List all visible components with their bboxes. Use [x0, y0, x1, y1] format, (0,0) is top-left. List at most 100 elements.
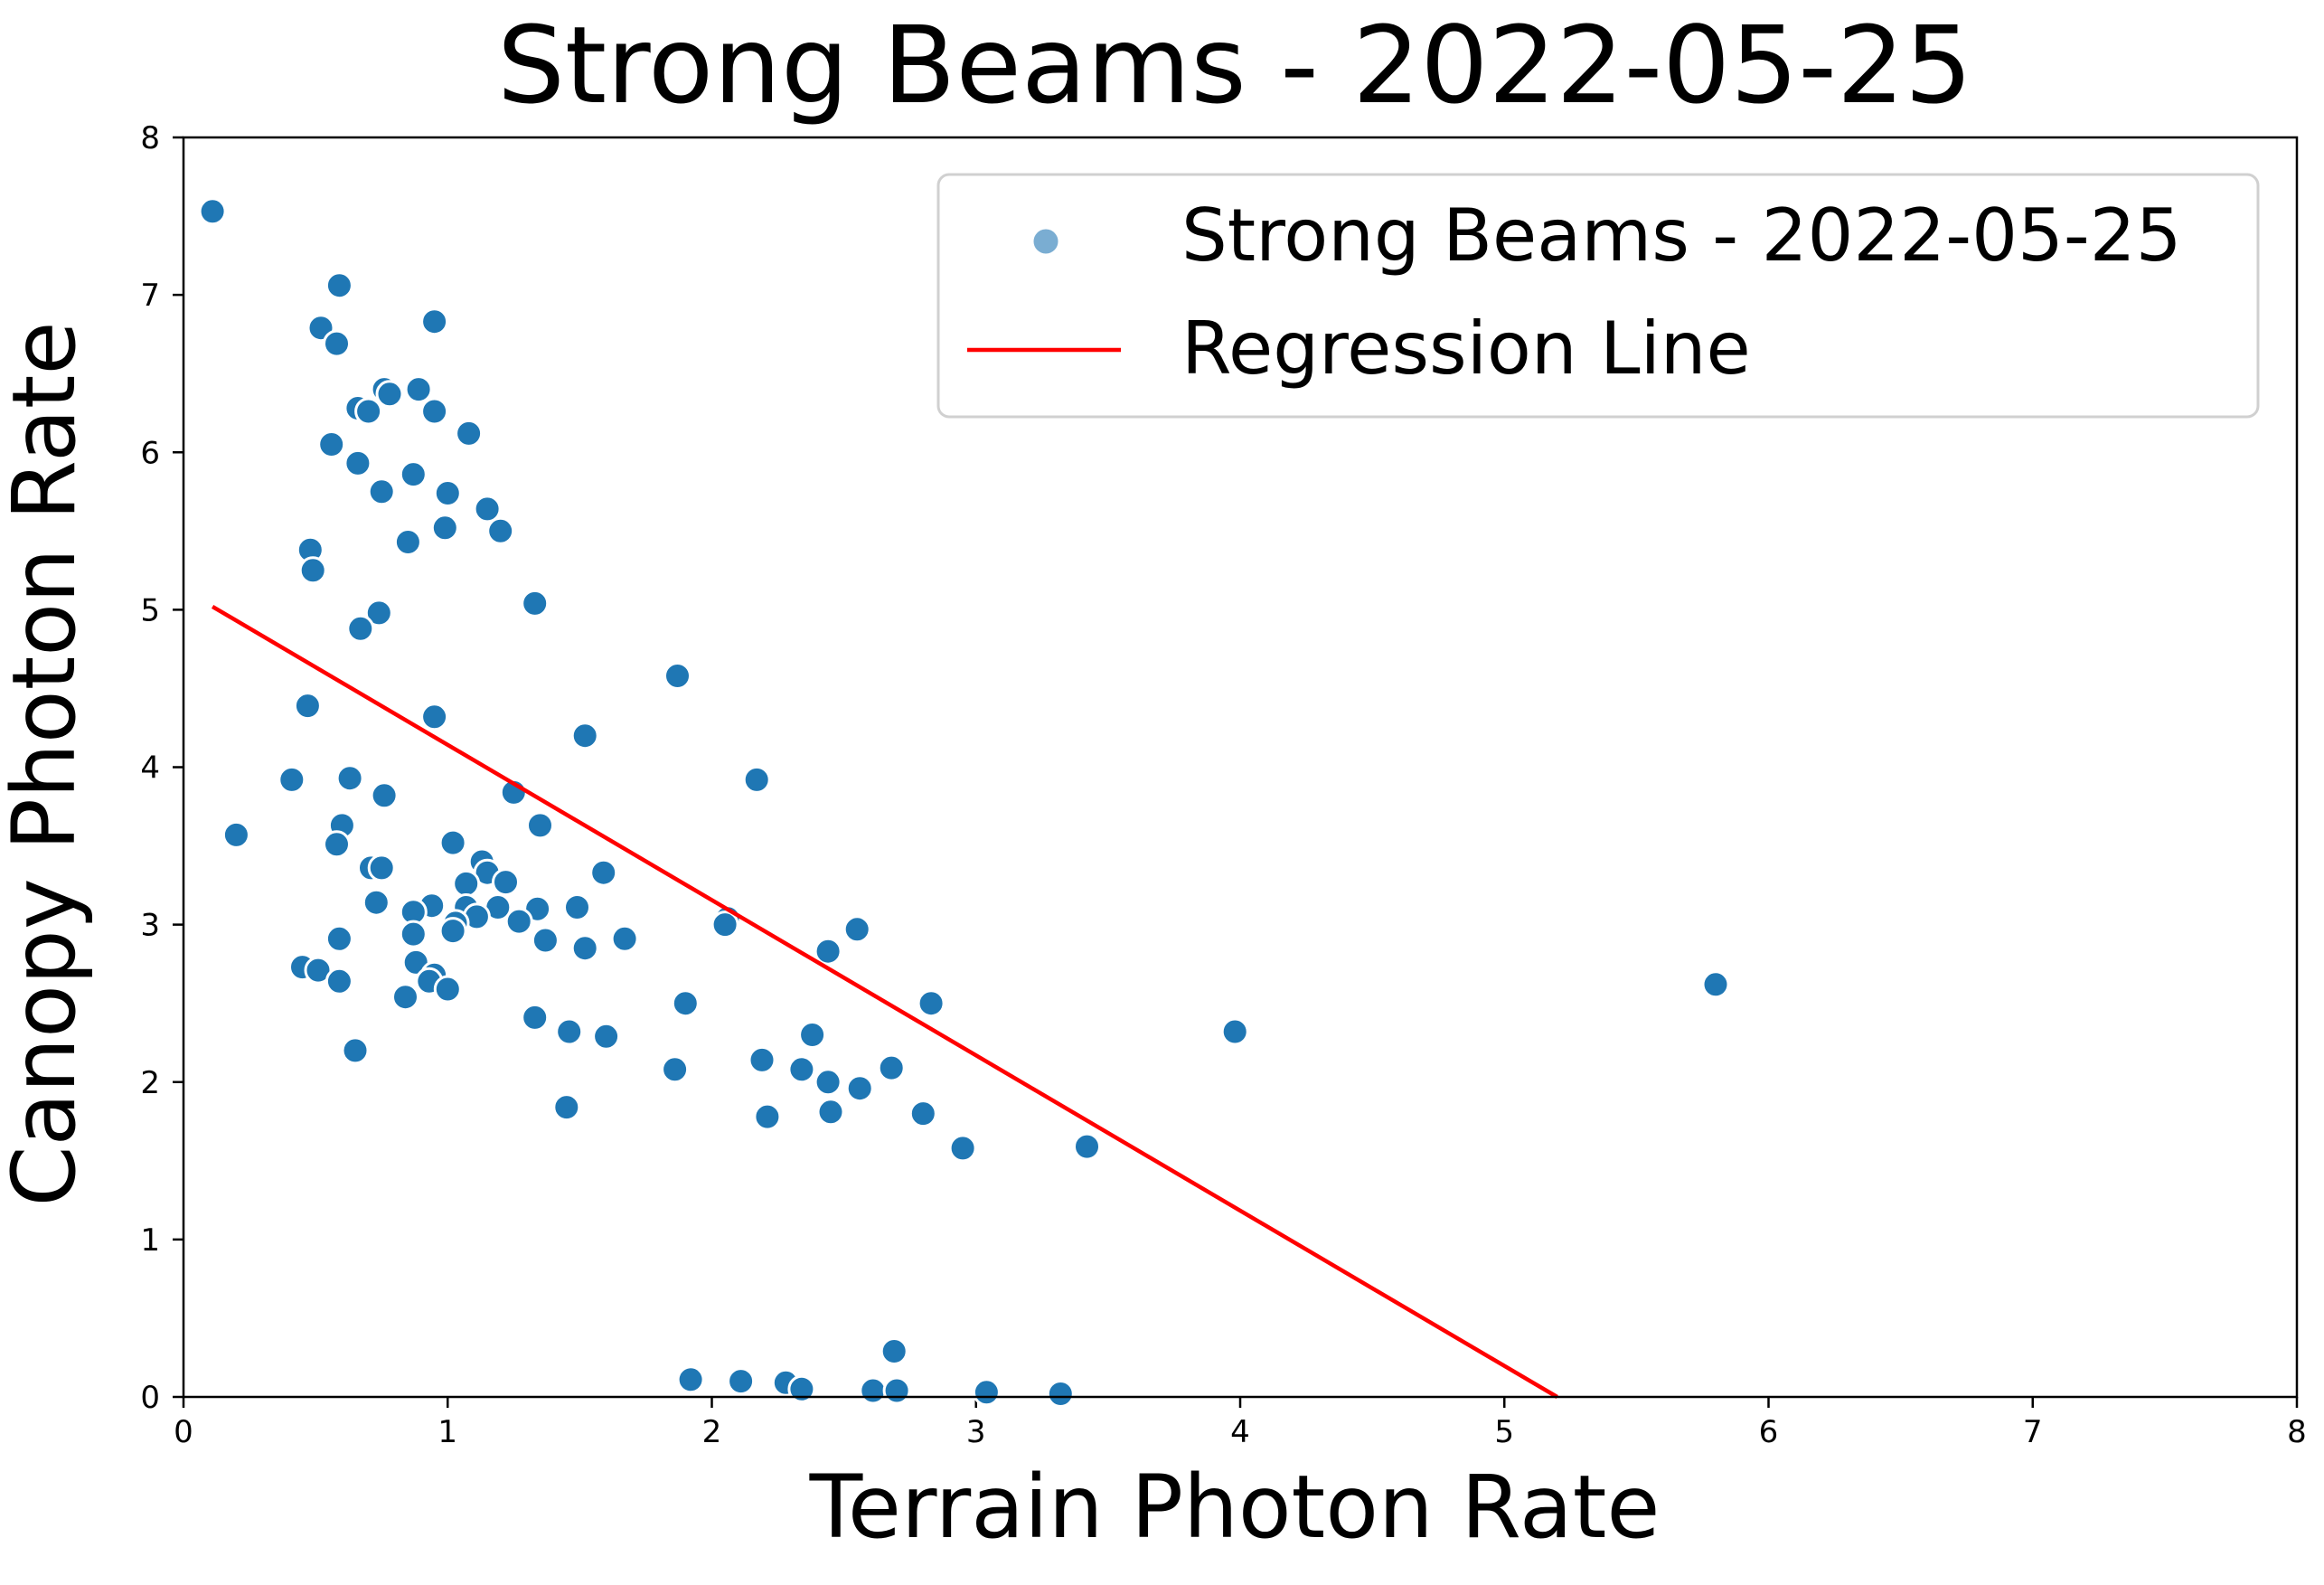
scatter-point: [433, 479, 462, 507]
y-tick-label: 0: [140, 1380, 160, 1416]
scatter-point: [787, 1055, 816, 1084]
scatter-point: [278, 765, 306, 794]
scatter-point: [570, 934, 599, 963]
x-axis-ticks: 0 1 2 3 4 5 6 7 8: [174, 1397, 2307, 1450]
scatter-point: [198, 197, 227, 226]
scatter-point: [325, 967, 353, 995]
scatter-point: [1046, 1380, 1075, 1408]
y-tick-label: 3: [140, 908, 160, 944]
plot-area: 0 1 2 3 4 5 6 7 8 0 1 2 3 4 5 6 7 8: [140, 120, 2306, 1450]
scatter-point: [323, 830, 351, 859]
x-tick-label: 7: [2023, 1414, 2043, 1450]
chart-title: Strong Beams - 2022-05-25: [497, 3, 1972, 127]
scatter-point: [335, 764, 364, 793]
scatter-point: [798, 1021, 827, 1049]
y-tick-label: 1: [140, 1222, 160, 1259]
scatter-point: [486, 516, 515, 545]
scatter-point: [420, 397, 449, 426]
scatter-point: [555, 1017, 584, 1046]
scatter-point: [420, 703, 449, 731]
scatter-point: [972, 1378, 1001, 1407]
scatter-point: [814, 937, 842, 966]
scatter-point: [341, 1036, 370, 1065]
scatter-point: [526, 811, 554, 840]
scatter-point: [816, 1098, 845, 1127]
scatter-point: [492, 868, 520, 897]
scatter-point: [727, 1367, 756, 1396]
scatter-point: [346, 614, 375, 643]
scatter-point: [753, 1102, 782, 1131]
scatter-point: [343, 448, 372, 477]
y-axis-label: Canopy Photon Rate: [0, 321, 95, 1206]
scatter-point: [742, 765, 771, 794]
scatter-point: [399, 460, 428, 489]
scatter-point: [859, 1376, 888, 1405]
scatter-point: [293, 692, 322, 721]
axes-frame: [182, 136, 2299, 1399]
scatter-point: [420, 307, 449, 336]
scatter-point: [845, 1074, 874, 1103]
scatter-point: [370, 781, 399, 810]
scatter-point: [364, 599, 393, 627]
scatter-point: [552, 1093, 581, 1122]
scatter-point: [298, 556, 327, 585]
legend-box: [936, 173, 2260, 419]
scatter-point: [663, 662, 692, 690]
scatter-point: [842, 915, 871, 944]
scatter-point: [661, 1055, 690, 1084]
scatter-point: [917, 989, 946, 1018]
y-tick-label: 4: [140, 750, 160, 787]
x-tick-label: 3: [966, 1414, 986, 1450]
scatter-point: [325, 924, 353, 953]
scatter-point: [710, 910, 739, 939]
scatter-point: [393, 528, 422, 556]
scatter-point: [676, 1365, 705, 1394]
scatter-point: [882, 1376, 911, 1405]
scatter-point: [787, 1374, 816, 1403]
x-tick-label: 5: [1494, 1414, 1514, 1450]
legend-marker-icon: [1030, 226, 1061, 257]
scatter-point: [362, 888, 390, 917]
scatter-point: [404, 375, 433, 404]
scatter-point: [814, 1068, 842, 1097]
scatter-point: [948, 1134, 977, 1163]
scatter-point: [570, 722, 599, 750]
scatter-point: [589, 858, 618, 887]
y-tick-label: 5: [140, 592, 160, 628]
scatter-point: [391, 983, 419, 1012]
scatter-point: [375, 380, 404, 409]
scatter-point: [592, 1022, 621, 1051]
scatter-point: [671, 989, 700, 1018]
scatter-point: [748, 1045, 776, 1074]
scatter-point: [531, 926, 560, 955]
scatter-point: [367, 854, 396, 882]
scatter-point: [367, 477, 396, 506]
scatter-point: [473, 495, 502, 524]
y-tick-label: 8: [140, 120, 160, 156]
scatter-point: [1701, 970, 1730, 999]
x-tick-label: 8: [2287, 1414, 2307, 1450]
scatter-point: [1073, 1132, 1101, 1161]
scatter-point: [521, 589, 550, 618]
y-tick-label: 7: [140, 278, 160, 314]
scatter-point: [433, 975, 462, 1004]
scatter-point: [323, 329, 351, 358]
scatter-point: [880, 1337, 908, 1365]
scatter-points: [198, 197, 1730, 1408]
scatter-point: [610, 924, 639, 953]
regression-line: [211, 604, 1558, 1399]
x-tick-label: 4: [1230, 1414, 1250, 1450]
y-axis-ticks: 0 1 2 3 4 5 6 7 8: [140, 120, 183, 1416]
legend-label-regression: Regression Line: [1181, 307, 1751, 391]
x-tick-label: 0: [174, 1414, 193, 1450]
y-tick-label: 2: [140, 1065, 160, 1101]
scatter-point: [563, 893, 591, 921]
x-tick-label: 2: [702, 1414, 722, 1450]
scatter-point: [354, 397, 383, 426]
legend: Strong Beams - 2022-05-25 Regression Lin…: [936, 173, 2260, 419]
x-axis-label: Terrain Photon Rate: [809, 1457, 1661, 1558]
scatter-point: [399, 920, 428, 948]
legend-label-scatter: Strong Beams - 2022-05-25: [1181, 193, 2182, 278]
scatter-point: [521, 1003, 550, 1032]
